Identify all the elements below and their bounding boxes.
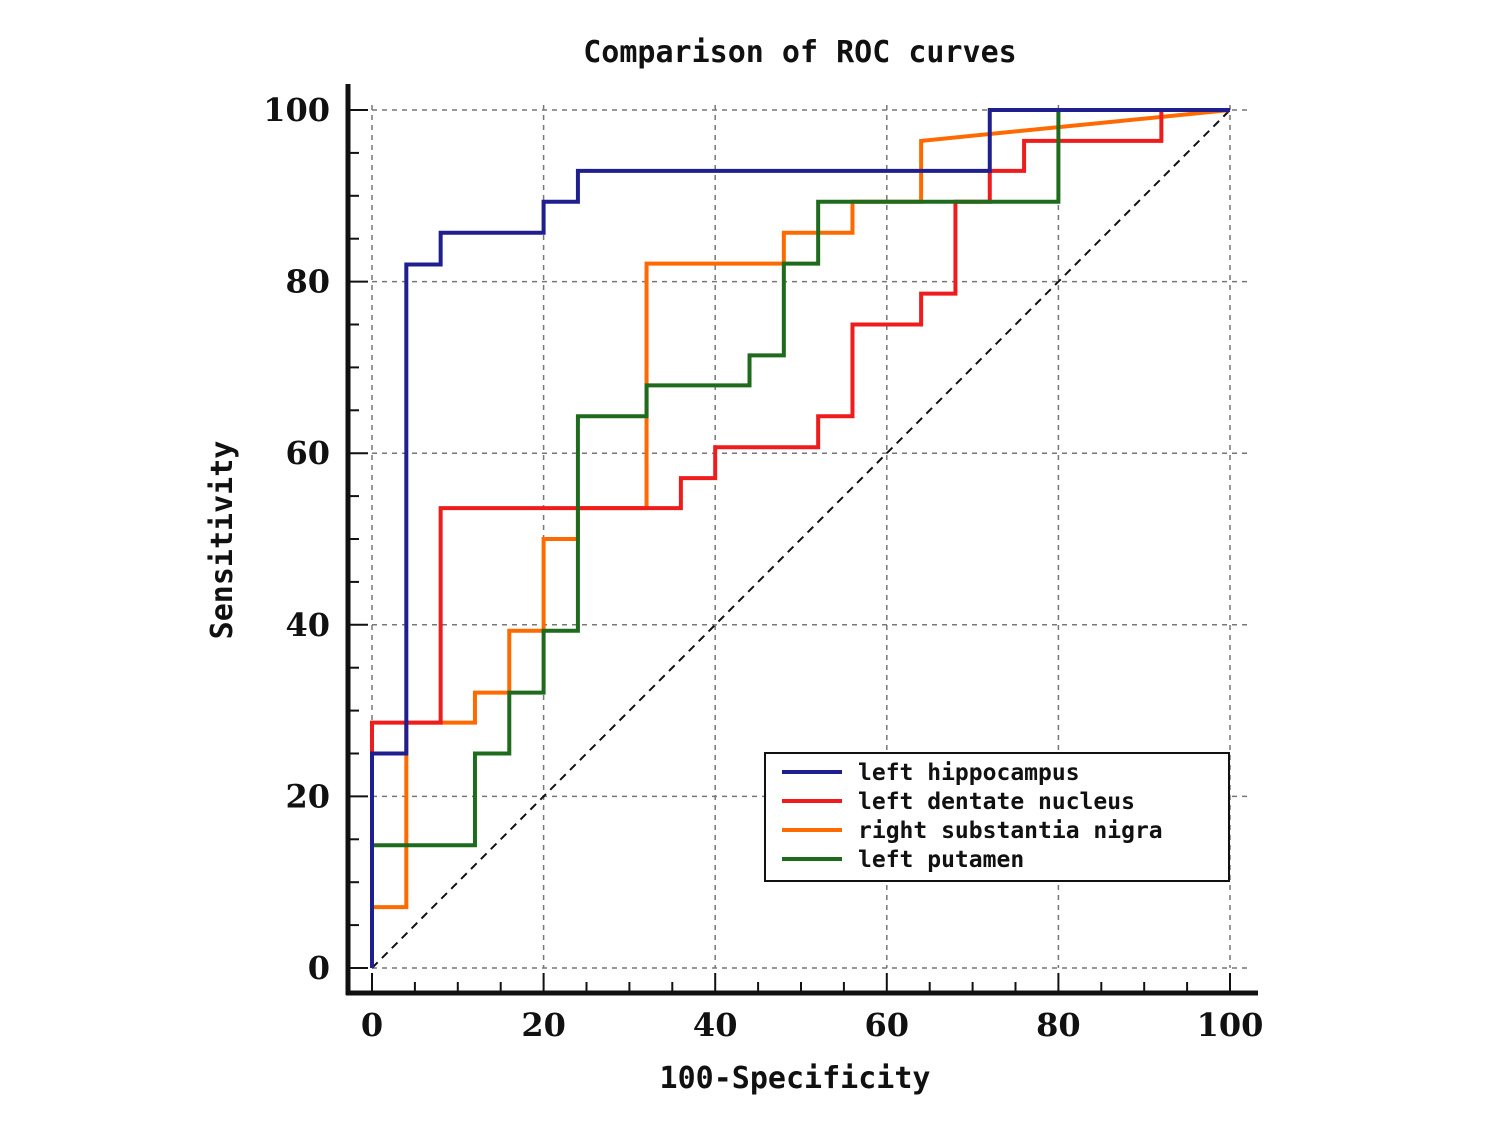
legend-label: left putamen bbox=[858, 847, 1024, 873]
legend-label: left dentate nucleus bbox=[858, 789, 1135, 815]
series-layer bbox=[370, 108, 1231, 968]
y-tick-label: 40 bbox=[285, 606, 330, 644]
x-tick-label: 80 bbox=[1036, 1006, 1081, 1044]
axes bbox=[345, 84, 1258, 996]
x-tick-label: 100 bbox=[1197, 1006, 1264, 1044]
y-tick-label: 20 bbox=[285, 777, 330, 815]
y-tick-label: 0 bbox=[308, 949, 330, 987]
legend-label: left hippocampus bbox=[858, 760, 1080, 786]
x-tick-label: 20 bbox=[521, 1006, 566, 1044]
y-tick-label: 60 bbox=[285, 434, 330, 472]
legend-label: right substantia nigra bbox=[858, 818, 1163, 844]
y-axis-label: Sensitivity bbox=[205, 441, 240, 640]
series-line-left-putamen bbox=[370, 108, 1230, 968]
series-line-left-dentate-nucleus bbox=[370, 108, 1230, 968]
y-tick-label: 100 bbox=[263, 91, 330, 129]
x-tick-label: 0 bbox=[361, 1006, 383, 1044]
series-line-left-hippocampus bbox=[370, 108, 1230, 968]
tick-labels: 0 20 40 60 80 100 0 20 40 60 80 100 bbox=[263, 91, 1263, 1044]
legend: left hippocampus left dentate nucleus righ… bbox=[764, 752, 1230, 882]
y-tick-label: 80 bbox=[285, 263, 330, 301]
chart-title: Comparison of ROC curves bbox=[583, 35, 1016, 70]
x-tick-label: 60 bbox=[865, 1006, 910, 1044]
x-axis-label: 100-Specificity bbox=[660, 1061, 931, 1096]
legend-box bbox=[764, 752, 1230, 882]
x-tick-label: 40 bbox=[693, 1006, 738, 1044]
reference-diagonal bbox=[371, 109, 1231, 969]
